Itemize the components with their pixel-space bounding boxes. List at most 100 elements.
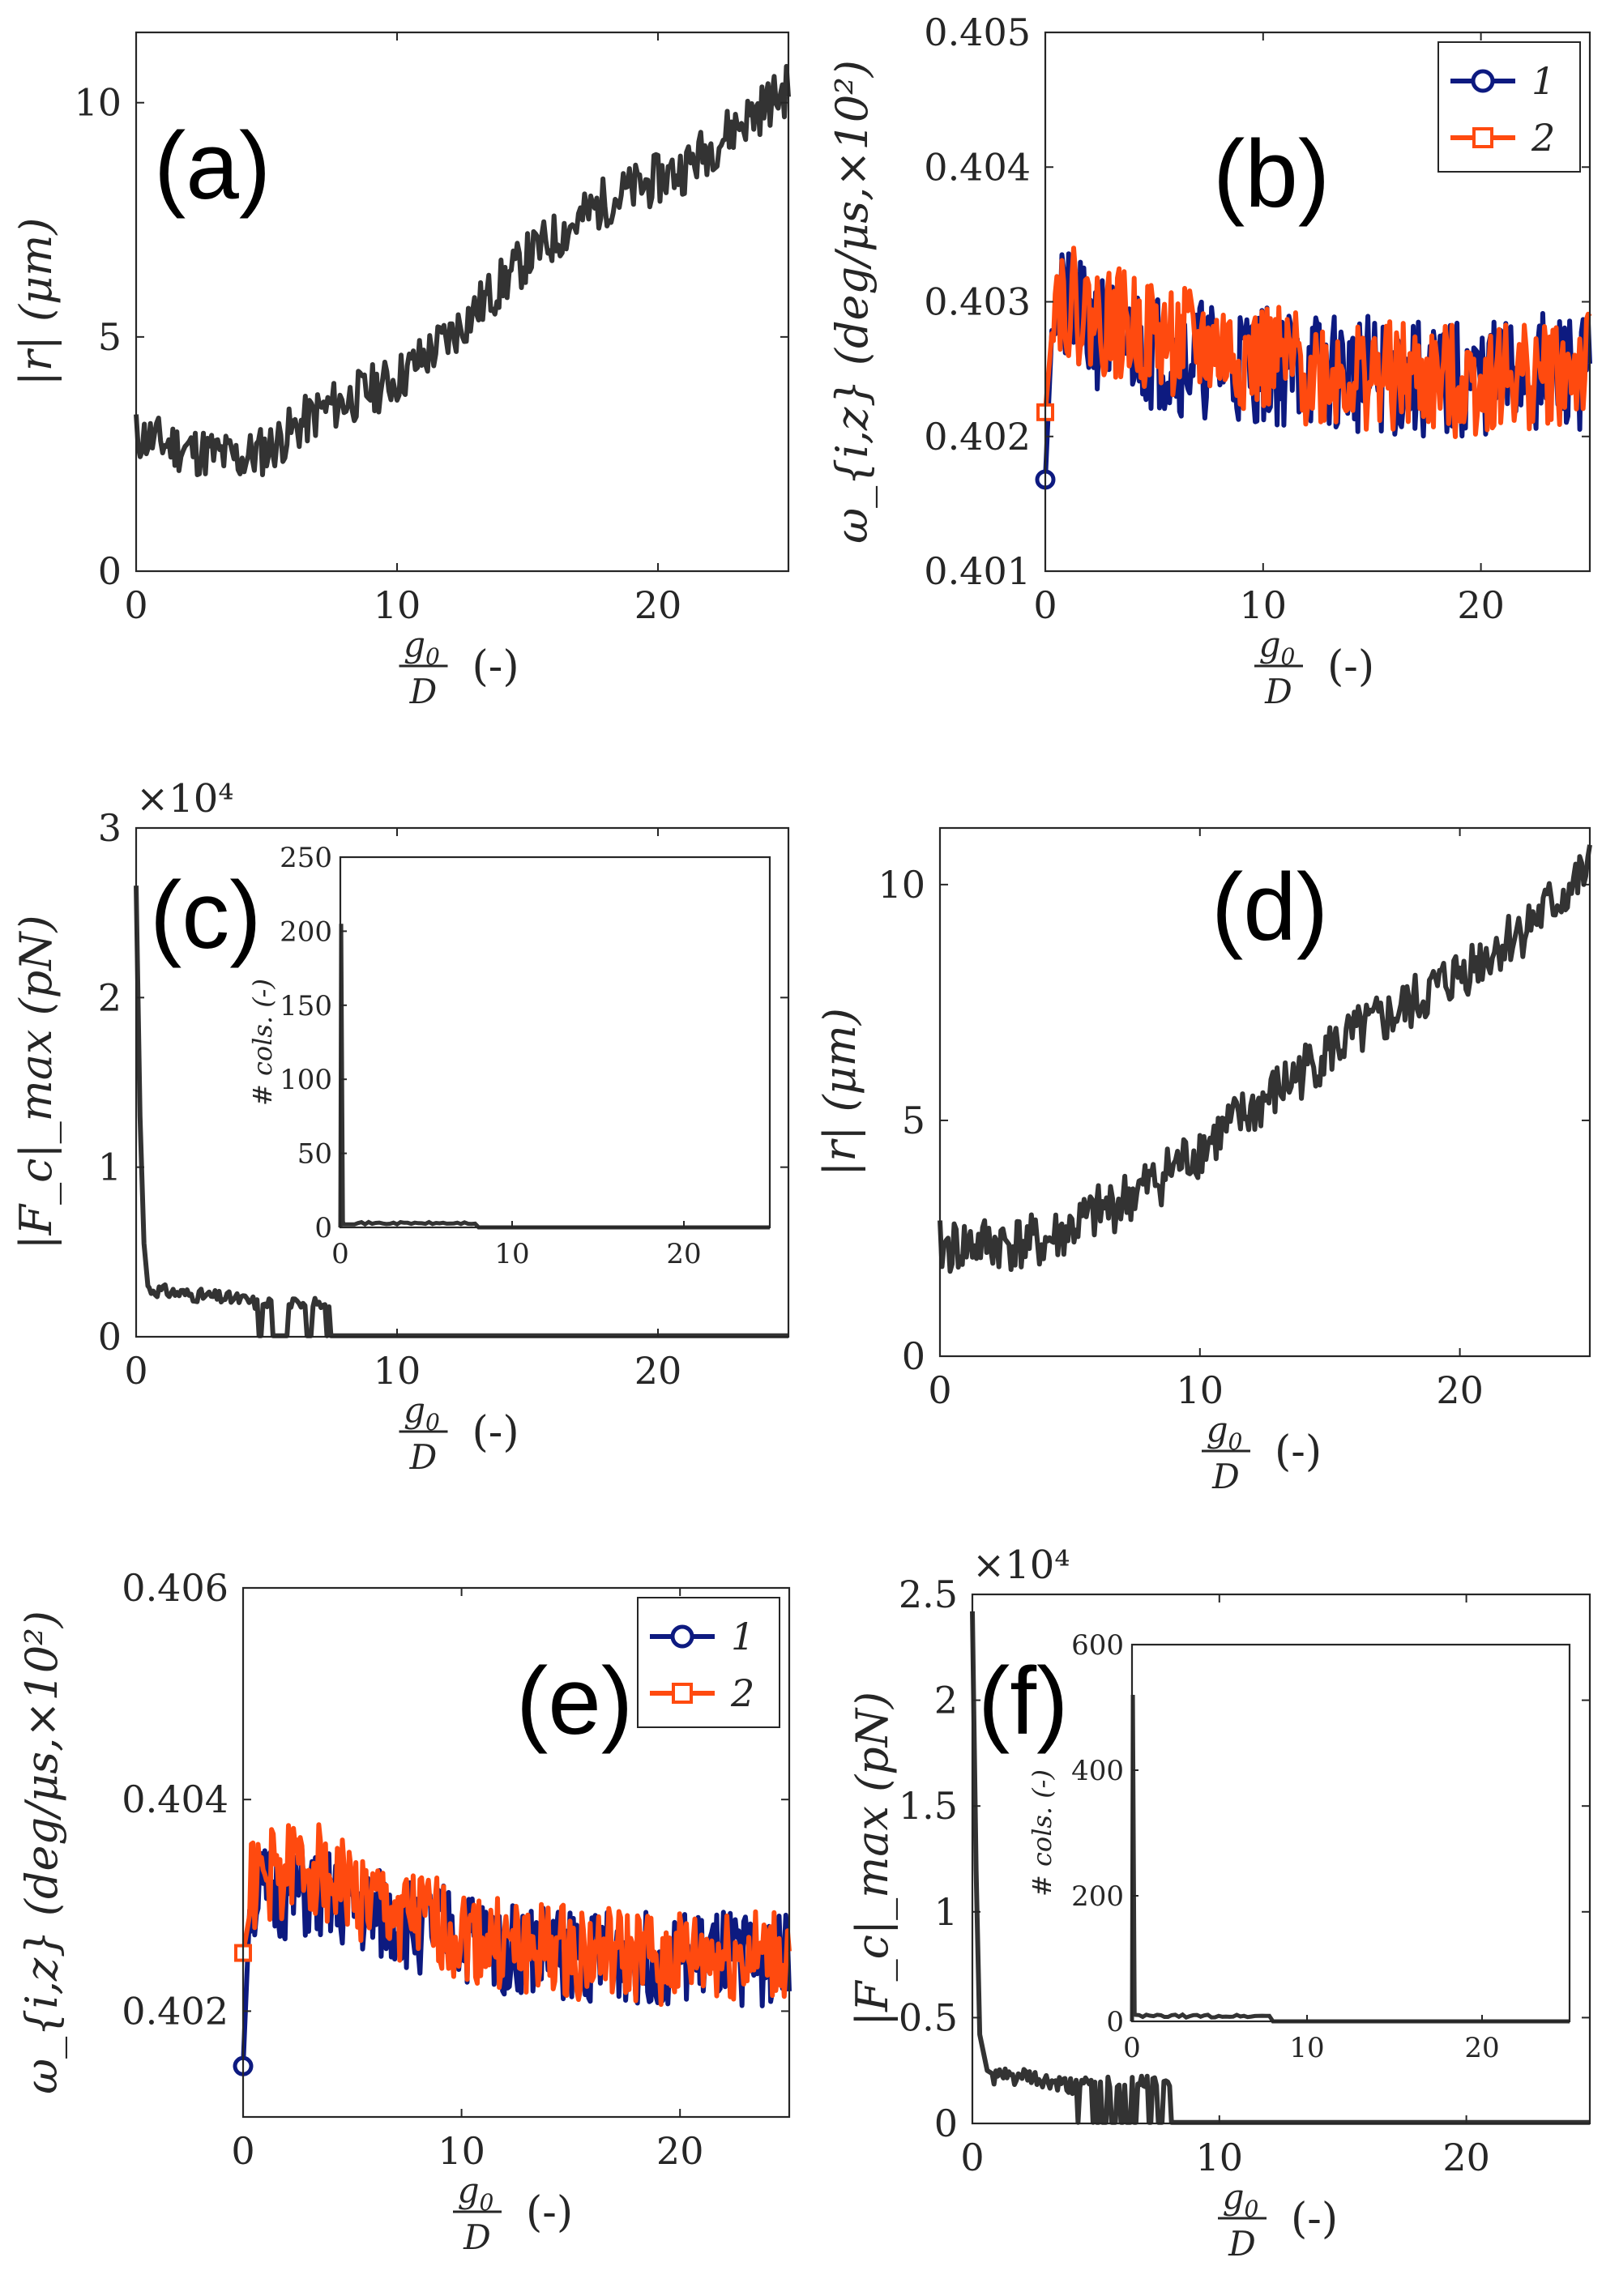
x-label-numerator: g0 xyxy=(458,2170,494,2216)
panel-label: (b) xyxy=(1213,121,1330,228)
legend-entry-1: 1 xyxy=(731,1615,754,1658)
x-tick-label: 10 xyxy=(1240,583,1288,627)
inset-y-tick-label: 600 xyxy=(1071,1629,1124,1662)
panel-e: 0 10 20 0.402 0.404 0.406 g0D (-) ω_{i,z} (deg/μ… xyxy=(16,1566,792,2257)
x-tick-label: 0 xyxy=(231,2129,254,2173)
x-label-units: (-) xyxy=(1275,1428,1322,1476)
legend-box xyxy=(1437,41,1581,173)
x-tick-label: 0 xyxy=(1033,583,1057,627)
legend: 12 xyxy=(1437,41,1581,173)
y-tick-label: 2 xyxy=(98,975,122,1019)
inset-x-tick-label: 0 xyxy=(331,1238,349,1270)
inset-y-tick-label: 50 xyxy=(297,1138,332,1171)
x-label-units: (-) xyxy=(1327,642,1374,691)
series-line-Fc xyxy=(134,886,789,1338)
panel-label: (a) xyxy=(154,113,271,220)
panel-b: 0 10 20 0.401 0.402 0.403 0.404 0.405 g0D (-) ω_{i… xyxy=(827,11,1592,711)
x-label-units: (-) xyxy=(526,2188,573,2237)
x-label-units: (-) xyxy=(472,642,519,691)
x-label-units: (-) xyxy=(1291,2195,1338,2243)
x-label-denominator: D xyxy=(1211,1457,1240,1496)
panel-label: (d) xyxy=(1211,854,1328,961)
x-tick-label: 20 xyxy=(1436,1368,1484,1412)
x-label-denominator: D xyxy=(409,672,438,711)
panel-label: (c) xyxy=(150,862,262,969)
x-tick-label: 10 xyxy=(374,1349,421,1393)
legend-marker-1 xyxy=(1471,69,1495,93)
series-line-r xyxy=(134,63,791,477)
inset-y-tick-label: 0 xyxy=(314,1212,332,1244)
inset-background xyxy=(340,857,770,1227)
axes-frame xyxy=(135,31,790,573)
inset-y-tick-label: 100 xyxy=(280,1064,332,1096)
y-tick-label: 0 xyxy=(98,549,122,593)
legend-marker-2 xyxy=(1472,127,1493,148)
inset-y-tick-label: 150 xyxy=(280,990,332,1022)
axes-frame xyxy=(938,826,1591,1358)
y-tick-label: 0 xyxy=(98,1315,122,1359)
y-tick-label: 1 xyxy=(98,1146,122,1189)
x-label-denominator: D xyxy=(1228,2224,1256,2264)
x-label-denominator: D xyxy=(409,1437,438,1477)
legend-marker-1 xyxy=(670,1624,694,1649)
y-tick-label: 2 xyxy=(934,1679,958,1722)
y-tick-label: 0.404 xyxy=(924,145,1031,189)
inset-frame xyxy=(1130,1643,1571,2023)
inset-y-axis-label: # cols. (-) xyxy=(1027,1769,1057,1897)
inset-y-tick-label: 250 xyxy=(280,842,332,874)
x-tick-label: 20 xyxy=(1457,583,1505,627)
inset-frame xyxy=(339,856,771,1229)
inset-y-tick-label: 400 xyxy=(1071,1755,1124,1787)
y-axis-label: |r| (μm) xyxy=(11,218,62,386)
legend-entry-2: 2 xyxy=(730,1671,754,1715)
x-tick-label: 10 xyxy=(1196,2136,1244,2179)
y-axis-label: |F_c|_max (pN) xyxy=(847,1692,898,2026)
panel-label: (f) xyxy=(978,1648,1068,1755)
inset-x-tick-label: 10 xyxy=(494,1238,529,1270)
y-tick-label: 0.403 xyxy=(924,280,1031,324)
inset-y-tick-label: 0 xyxy=(1106,2006,1124,2038)
x-tick-label: 20 xyxy=(634,1349,682,1393)
legend-box xyxy=(637,1597,780,1728)
y-tick-label: 0 xyxy=(934,2102,958,2145)
inset-x-tick-label: 10 xyxy=(1289,2032,1324,2064)
x-axis-label: g0D (-) xyxy=(1254,625,1374,711)
y-tick-label: 10 xyxy=(74,81,122,125)
series-line-Fc xyxy=(970,1611,1591,2125)
x-tick-label: 0 xyxy=(960,2136,984,2179)
x-label-numerator: g0 xyxy=(1259,625,1296,670)
inset-y-tick-label: 200 xyxy=(280,915,332,948)
x-axis-label: g0D (-) xyxy=(453,2170,573,2257)
y-tick-label: 0.405 xyxy=(924,11,1031,54)
y-tick-label: 0.401 xyxy=(924,549,1031,593)
legend-entry-2: 2 xyxy=(1531,116,1555,160)
series-line-2 xyxy=(241,1822,792,2008)
y-tick-label: 5 xyxy=(98,315,122,359)
legend-marker-2 xyxy=(672,1683,693,1704)
y-exponent-label: ×10⁴ xyxy=(136,776,234,822)
axes-frame xyxy=(135,826,790,1338)
legend: 12 xyxy=(637,1597,780,1728)
x-label-numerator: g0 xyxy=(1207,1410,1243,1455)
y-tick-label: 1.5 xyxy=(899,1784,958,1828)
y-tick-label: 1 xyxy=(934,1890,958,1934)
y-tick-label: 0 xyxy=(902,1334,925,1378)
x-tick-label: 20 xyxy=(1442,2136,1490,2179)
x-tick-label: 0 xyxy=(124,583,147,627)
x-tick-label: 0 xyxy=(928,1368,951,1412)
x-label-units: (-) xyxy=(472,1408,519,1457)
x-axis-label: g0D (-) xyxy=(399,625,519,711)
x-tick-label: 10 xyxy=(374,583,421,627)
inset-y-tick-label: 200 xyxy=(1071,1880,1124,1913)
y-tick-label: 3 xyxy=(98,806,122,850)
y-tick-label: 0.5 xyxy=(899,1995,958,2039)
x-tick-label: 10 xyxy=(438,2129,485,2173)
x-axis-label: g0D (-) xyxy=(399,1390,519,1477)
